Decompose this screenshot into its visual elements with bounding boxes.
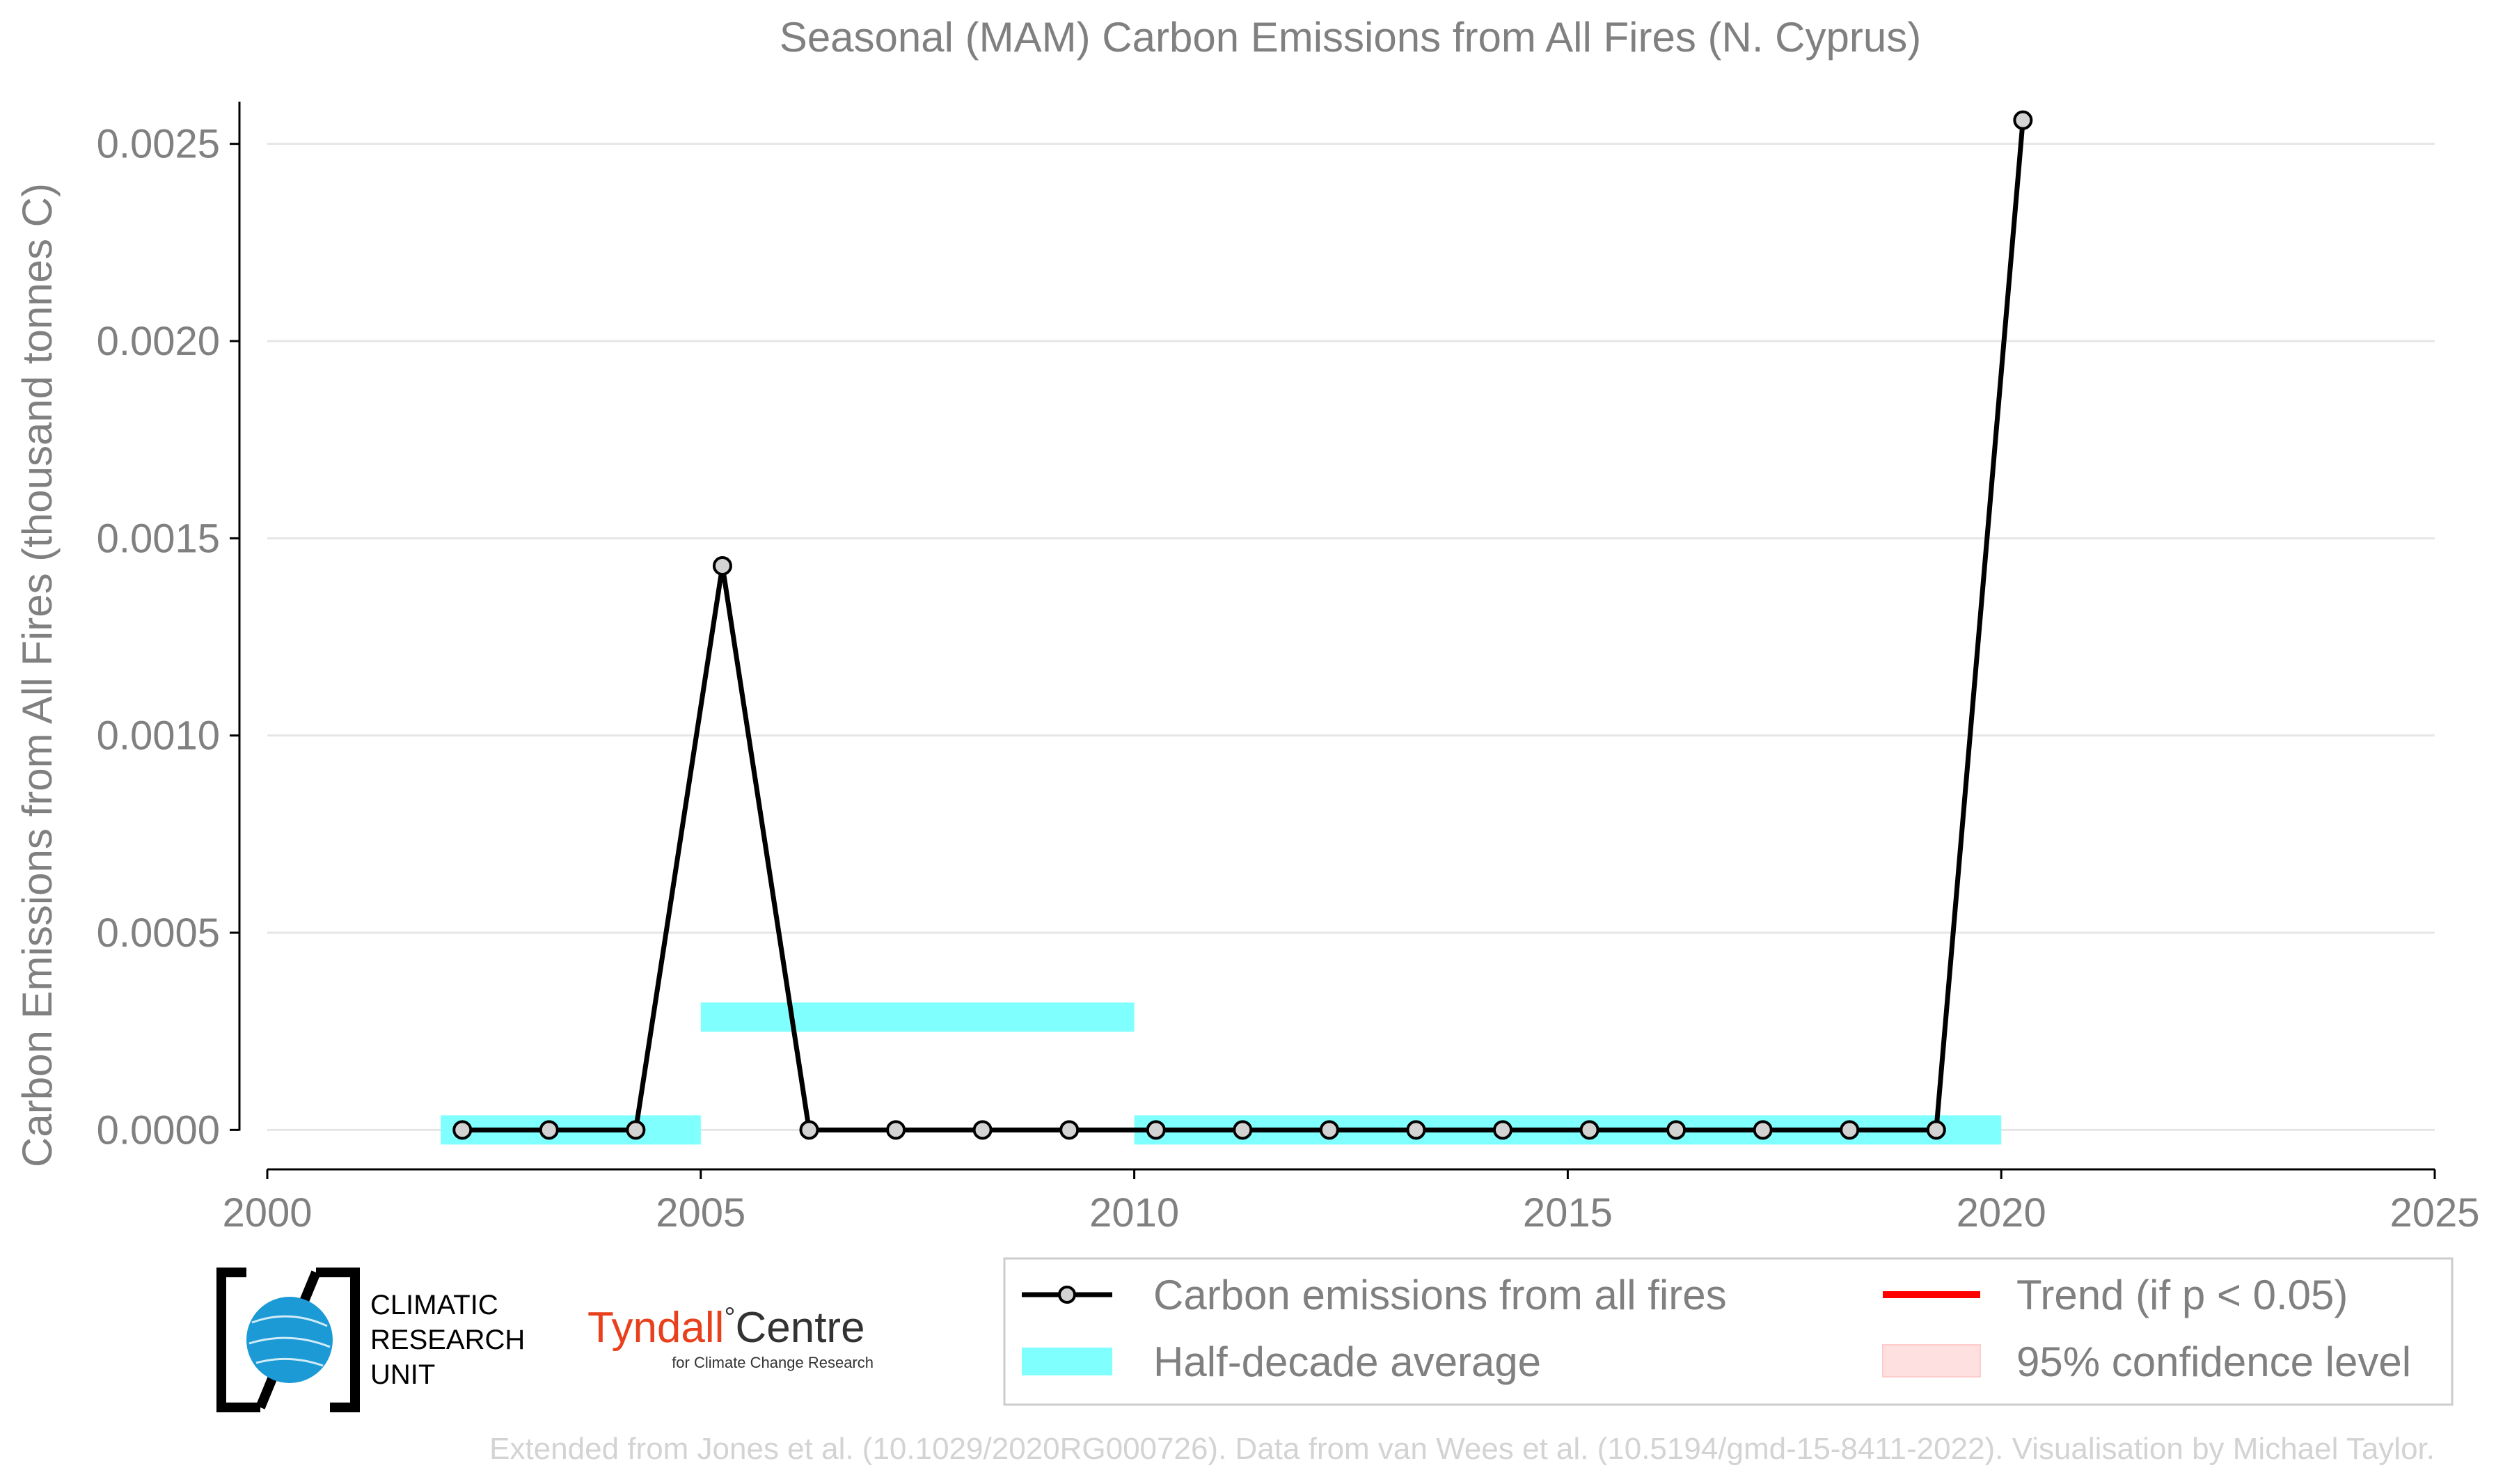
cru-logo-bracket-right xyxy=(316,1268,360,1412)
series-line xyxy=(462,120,2025,1132)
y-tick-label: 0.0020 xyxy=(97,319,220,364)
x-tick-label: 2005 xyxy=(656,1190,745,1236)
x-tick-label: 2025 xyxy=(2390,1190,2479,1236)
legend-label-half-decade: Half-decade average xyxy=(1153,1339,1541,1385)
data-point xyxy=(452,1120,473,1140)
data-point xyxy=(1406,1120,1426,1140)
legend-label-carbon: Carbon emissions from all fires xyxy=(1153,1272,1727,1318)
data-point xyxy=(539,1120,559,1140)
legend-label-trend: Trend (if p < 0.05) xyxy=(2016,1272,2348,1318)
cru-logo-text-line3: UNIT xyxy=(370,1359,435,1390)
tyndall-logo: Tyndall°Centre for Climate Change Resear… xyxy=(587,1302,874,1371)
data-point xyxy=(1666,1120,1687,1140)
y-tick-label: 0.0015 xyxy=(97,516,220,561)
data-point xyxy=(1059,1120,1080,1140)
data-point xyxy=(799,1120,819,1140)
x-tick-label: 2010 xyxy=(1089,1190,1179,1236)
cru-logo-text-line2: RESEARCH xyxy=(370,1325,525,1355)
legend-frame xyxy=(1003,1257,2454,1406)
data-point xyxy=(1233,1120,1253,1140)
data-point xyxy=(1146,1120,1166,1140)
data-point xyxy=(1753,1120,1773,1140)
cru-logo: CLIMATIC RESEARCH UNIT xyxy=(216,1268,525,1412)
x-tick-label: 2000 xyxy=(222,1190,312,1236)
data-point xyxy=(2013,110,2033,130)
grid-lines xyxy=(267,143,2435,1131)
y-tick-label: 0.0010 xyxy=(97,713,220,759)
y-tick-label: 0.0025 xyxy=(97,122,220,167)
tick-labels: 0.0000 0.0005 0.0010 0.0015 0.0020 0.0025 2000… xyxy=(97,122,2480,1236)
y-tick-label: 0.0000 xyxy=(97,1107,220,1153)
legend-label-confidence: 95% confidence level xyxy=(2016,1339,2411,1385)
data-point xyxy=(1579,1120,1600,1140)
tyndall-logo-subtitle: for Climate Change Research xyxy=(672,1354,874,1371)
data-point xyxy=(886,1120,906,1140)
data-point xyxy=(626,1120,646,1140)
data-point xyxy=(972,1120,993,1140)
data-point xyxy=(1319,1120,1339,1140)
legend-marker-swatch xyxy=(1058,1286,1076,1304)
half-decade-band xyxy=(700,1002,1135,1032)
tyndall-logo-name: Tyndall°Centre xyxy=(587,1302,865,1352)
data-point xyxy=(712,556,732,576)
data-point xyxy=(1840,1120,1860,1140)
legend: Carbon emissions from all fires Half-dec… xyxy=(1003,1257,2454,1406)
data-point xyxy=(1492,1120,1512,1140)
cru-logo-bracket-left xyxy=(216,1268,260,1412)
globe-lines-icon xyxy=(248,1315,331,1367)
y-tick-label: 0.0005 xyxy=(97,910,220,956)
y-axis-label: Carbon Emissions from All Fires (thousan… xyxy=(14,183,61,1167)
credit-text: Extended from Jones et al. (10.1029/2020… xyxy=(489,1432,2435,1466)
data-point xyxy=(1926,1120,1946,1140)
legend-confidence-swatch xyxy=(1882,1344,1981,1378)
legend-band-swatch xyxy=(1022,1348,1112,1375)
series-carbon-emissions xyxy=(452,110,2033,1140)
axes xyxy=(230,102,2436,1179)
x-tick-label: 2020 xyxy=(1957,1190,2046,1236)
x-tick-label: 2015 xyxy=(1523,1190,1613,1236)
chart-title: Seasonal (MAM) Carbon Emissions from All… xyxy=(780,14,1921,61)
cru-logo-text-line1: CLIMATIC xyxy=(370,1290,498,1320)
